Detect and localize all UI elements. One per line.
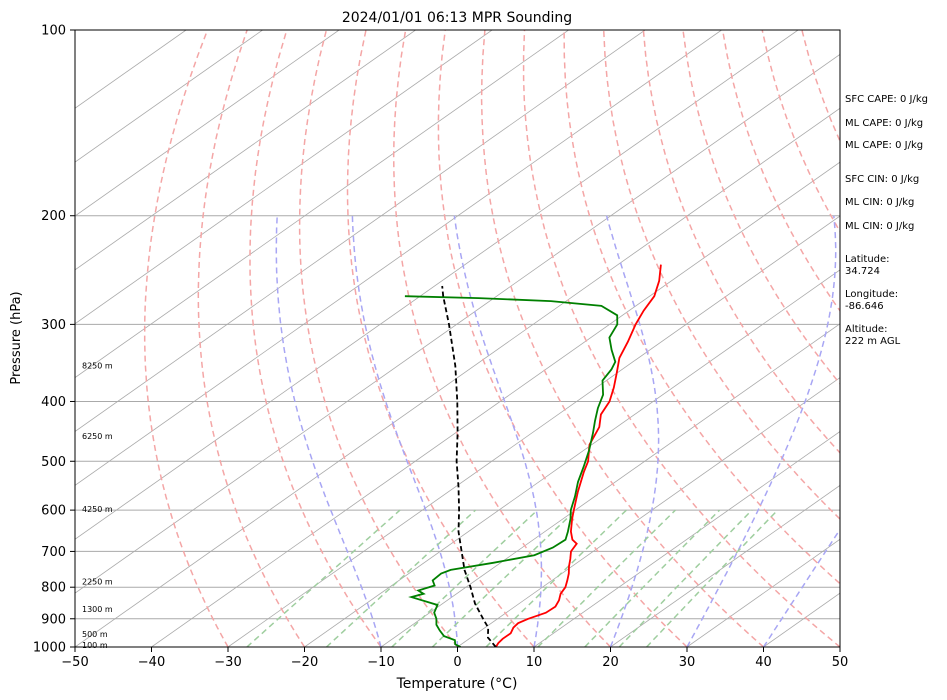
info-line: SFC CAPE: 0 J/kg [845, 94, 928, 105]
mixing-ratio-line [618, 509, 753, 647]
isotherm-line [75, 30, 799, 540]
info-line: ML CAPE: 0 J/kg [845, 140, 923, 151]
y-tick-label: 600 [41, 504, 66, 519]
height-label: 4250 m [82, 505, 113, 514]
temperature-line [495, 264, 662, 647]
x-tick-label: −50 [61, 655, 88, 670]
dry-adiabat-line [721, 30, 840, 313]
dry-adiabat-line [392, 30, 612, 647]
info-line: 34.724 [845, 266, 880, 277]
isotherm-line [75, 30, 263, 163]
isotherm-line [75, 30, 493, 325]
dry-adiabat-line [921, 30, 947, 647]
y-tick-label: 1000 [33, 641, 66, 656]
moist-adiabat-line [686, 215, 837, 647]
mixing-ratio-line [584, 509, 721, 647]
info-line: Longitude: [845, 289, 898, 300]
plot-frame [74, 29, 841, 648]
isotherm-line [610, 484, 840, 647]
info-line: ML CIN: 0 J/kg [845, 221, 914, 232]
isotherm-line [457, 377, 840, 647]
x-tick-label: 0 [453, 655, 461, 670]
dewpoint-line [404, 295, 619, 647]
mixing-ratio-line [325, 509, 477, 647]
y-tick-label: 500 [41, 455, 66, 470]
x-tick-label: −20 [291, 655, 318, 670]
height-label: 1300 m [82, 605, 113, 614]
isotherm-line [75, 107, 840, 647]
parcel-path-line [441, 285, 497, 647]
dry-adiabat-line [522, 30, 840, 647]
y-tick-label: 900 [41, 612, 66, 627]
dry-adiabat-line [480, 30, 765, 647]
y-axis-label: Pressure (hPa) [9, 291, 24, 384]
x-tick-label: 20 [602, 655, 619, 670]
background-lines [75, 30, 947, 647]
x-axis-label: Temperature (°C) [396, 676, 518, 692]
info-line: SFC CIN: 0 J/kg [845, 174, 919, 185]
isotherm-line [75, 53, 840, 594]
isotherm-line [75, 30, 187, 109]
mixing-ratio-line [537, 509, 676, 647]
height-labels: 8250 m 6250 m 4250 m 2250 m 1300 m 500 m 100 m [82, 362, 113, 650]
isotherm-line [227, 215, 840, 647]
moist-adiabat-line [605, 215, 660, 647]
info-line: Altitude: [845, 324, 887, 335]
mixing-ratio-line [246, 509, 401, 647]
chart-title: 2024/01/01 06:13 MPR Sounding [342, 10, 572, 26]
dry-adiabat-line [563, 30, 840, 585]
moist-adiabat-line [275, 215, 382, 647]
height-label: 2250 m [82, 577, 113, 586]
info-line: ML CAPE: 0 J/kg [845, 118, 923, 129]
isotherm-line [75, 30, 340, 217]
y-tick-label: 400 [41, 395, 66, 410]
isotherm-line [533, 431, 840, 647]
dry-adiabat-line [143, 30, 229, 647]
isotherm-line [686, 538, 840, 647]
profile-lines [404, 264, 662, 647]
dry-adiabat-line [197, 30, 306, 647]
isotherm-line [151, 161, 840, 647]
isotherm-line [75, 30, 416, 271]
y-axis: 100 200 300 400 500 600 700 800 900 1000 [33, 24, 75, 656]
isotherm-line [380, 323, 840, 647]
x-tick-label: 50 [832, 655, 849, 670]
dry-adiabat-line [249, 30, 382, 647]
x-axis: −50 −40 −30 −20 −10 0 10 20 30 40 50 [61, 647, 848, 670]
y-tick-label: 300 [41, 318, 66, 333]
height-label: 100 m [82, 641, 108, 650]
x-tick-label: −30 [214, 655, 241, 670]
info-line: 222 m AGL [845, 336, 901, 347]
height-label: 8250 m [82, 362, 113, 371]
moist-adiabat-line [453, 215, 543, 647]
isotherm-line [75, 30, 722, 486]
x-tick-label: −40 [138, 655, 165, 670]
moist-adiabat-line [351, 215, 459, 647]
y-tick-label: 100 [41, 24, 66, 39]
mixing-ratio-line [485, 509, 627, 647]
y-tick-label: 700 [41, 545, 66, 560]
info-panel: SFC CAPE: 0 J/kg ML CAPE: 0 J/kg ML CAPE: … [845, 94, 928, 347]
dry-adiabat-line [298, 30, 459, 647]
isotherm-line [304, 269, 840, 647]
info-line: -86.646 [845, 301, 884, 312]
x-tick-label: 10 [526, 655, 543, 670]
dry-adiabat-line [602, 30, 840, 521]
info-line: ML CIN: 0 J/kg [845, 197, 914, 208]
info-line: Latitude: [845, 254, 890, 265]
mixing-ratio-line [646, 509, 779, 647]
y-tick-label: 200 [41, 209, 66, 224]
x-tick-label: −10 [367, 655, 394, 670]
y-tick-label: 800 [41, 581, 66, 596]
isotherm-line [75, 30, 569, 379]
x-tick-label: 30 [679, 655, 696, 670]
dry-adiabat-line [437, 30, 688, 647]
isotherm-line [75, 30, 646, 432]
moist-adiabat-line [839, 645, 840, 647]
height-label: 500 m [82, 630, 108, 639]
x-tick-label: 40 [755, 655, 772, 670]
moist-adiabat-line [762, 528, 840, 647]
height-label: 6250 m [82, 432, 113, 441]
